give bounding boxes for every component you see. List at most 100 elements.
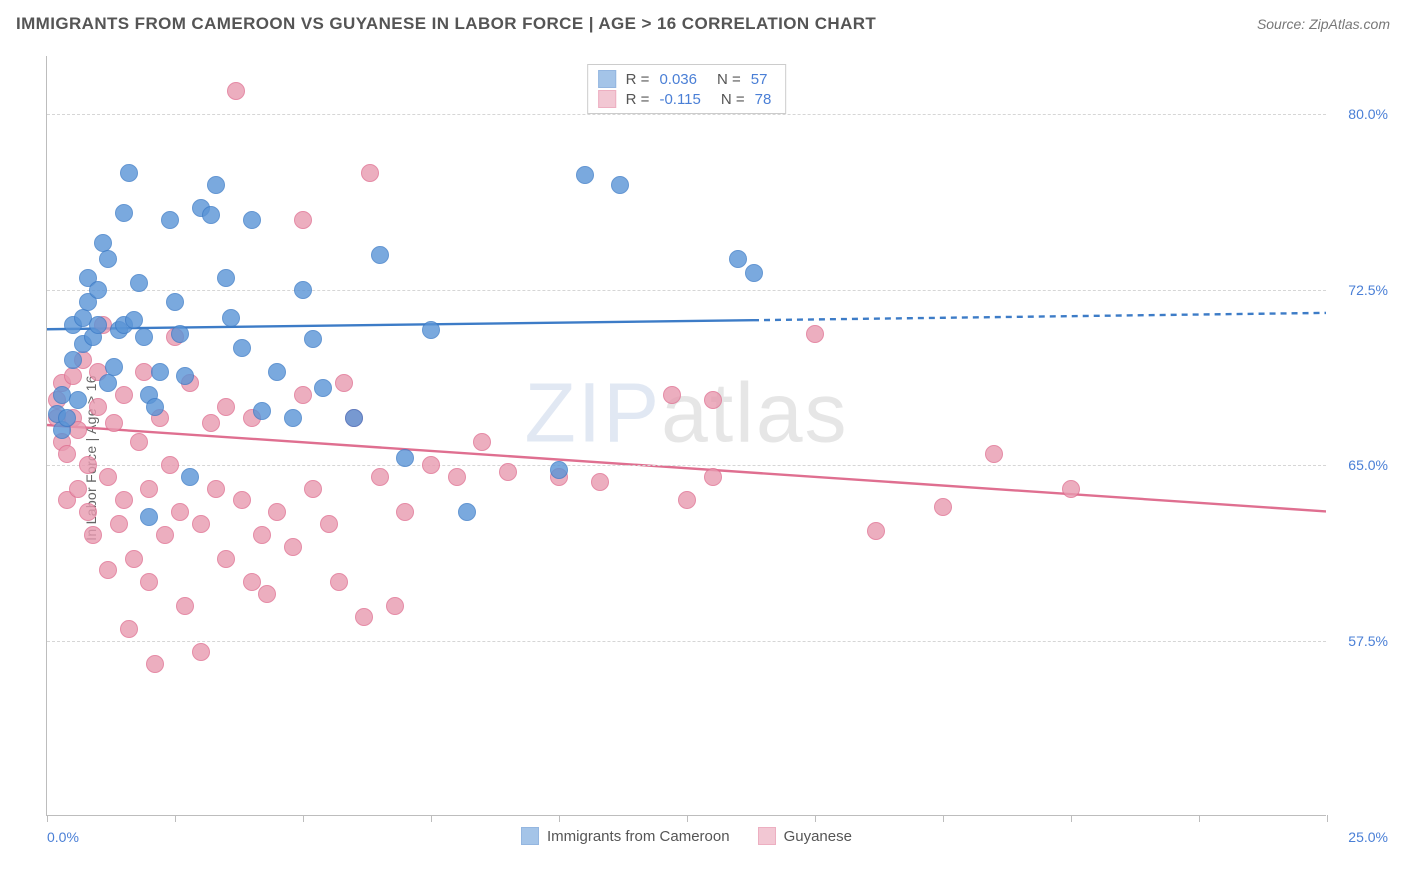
ytick-label: 80.0% (1332, 106, 1388, 122)
scatter-point (591, 473, 609, 491)
scatter-point (151, 363, 169, 381)
ytick-label: 65.0% (1332, 457, 1388, 473)
scatter-point (222, 309, 240, 327)
scatter-point (207, 176, 225, 194)
scatter-point (284, 409, 302, 427)
scatter-point (64, 351, 82, 369)
scatter-point (217, 550, 235, 568)
scatter-point (386, 597, 404, 615)
header: IMMIGRANTS FROM CAMEROON VS GUYANESE IN … (0, 0, 1406, 48)
scatter-point (361, 164, 379, 182)
xtick (943, 815, 944, 822)
scatter-point (69, 391, 87, 409)
scatter-point (94, 234, 112, 252)
stats-n-value: 78 (755, 91, 772, 108)
scatter-point (985, 445, 1003, 463)
scatter-point (120, 164, 138, 182)
xtick (303, 815, 304, 822)
plot-area: ZIPatlas R = 0.036N = 57R = -0.115N = 78… (46, 56, 1326, 816)
scatter-point (140, 508, 158, 526)
xtick (815, 815, 816, 822)
xtick (1327, 815, 1328, 822)
scatter-point (207, 480, 225, 498)
scatter-point (233, 339, 251, 357)
scatter-point (99, 468, 117, 486)
scatter-point (314, 379, 332, 397)
scatter-point (79, 456, 97, 474)
xtick-label: 25.0% (1348, 829, 1388, 845)
scatter-point (202, 206, 220, 224)
scatter-point (330, 573, 348, 591)
scatter-point (99, 374, 117, 392)
legend-label: Guyanese (784, 828, 852, 845)
scatter-point (110, 515, 128, 533)
legend-swatch (598, 70, 616, 88)
scatter-point (729, 250, 747, 268)
scatter-point (84, 526, 102, 544)
xtick (1199, 815, 1200, 822)
source-label: Source: ZipAtlas.com (1257, 16, 1390, 32)
ytick-label: 72.5% (1332, 282, 1388, 298)
scatter-point (284, 538, 302, 556)
scatter-point (704, 468, 722, 486)
scatter-point (217, 269, 235, 287)
scatter-point (130, 433, 148, 451)
scatter-point (89, 281, 107, 299)
scatter-point (258, 585, 276, 603)
watermark: ZIPatlas (524, 364, 848, 461)
scatter-point (371, 246, 389, 264)
scatter-point (304, 480, 322, 498)
gridline (47, 114, 1326, 115)
scatter-point (202, 414, 220, 432)
scatter-point (704, 391, 722, 409)
scatter-point (89, 398, 107, 416)
scatter-point (253, 402, 271, 420)
legend-item: Immigrants from Cameroon (521, 827, 730, 845)
xtick (559, 815, 560, 822)
scatter-point (176, 597, 194, 615)
scatter-point (140, 480, 158, 498)
scatter-point (58, 409, 76, 427)
scatter-point (458, 503, 476, 521)
scatter-point (115, 204, 133, 222)
regression-lines (47, 56, 1326, 815)
scatter-point (1062, 480, 1080, 498)
scatter-point (156, 526, 174, 544)
scatter-point (550, 461, 568, 479)
scatter-point (192, 643, 210, 661)
scatter-point (268, 503, 286, 521)
ytick-label: 57.5% (1332, 633, 1388, 649)
scatter-point (105, 358, 123, 376)
xtick (1071, 815, 1072, 822)
chart-container: In Labor Force | Age > 16 ZIPatlas R = 0… (0, 48, 1406, 868)
stats-row: R = -0.115N = 78 (598, 89, 772, 109)
xtick (431, 815, 432, 822)
scatter-point (79, 503, 97, 521)
chart-title: IMMIGRANTS FROM CAMEROON VS GUYANESE IN … (16, 14, 876, 34)
xtick (687, 815, 688, 822)
watermark-part2: atlas (661, 365, 848, 459)
scatter-point (422, 456, 440, 474)
scatter-point (69, 480, 87, 498)
scatter-point (934, 498, 952, 516)
scatter-point (294, 386, 312, 404)
gridline (47, 465, 1326, 466)
scatter-point (422, 321, 440, 339)
scatter-point (115, 386, 133, 404)
scatter-point (171, 503, 189, 521)
scatter-point (448, 468, 466, 486)
scatter-point (217, 398, 235, 416)
scatter-point (120, 620, 138, 638)
scatter-point (611, 176, 629, 194)
stats-r-value: 0.036 (659, 71, 697, 88)
scatter-point (294, 281, 312, 299)
watermark-part1: ZIP (524, 365, 661, 459)
scatter-point (135, 328, 153, 346)
scatter-point (745, 264, 763, 282)
scatter-point (181, 468, 199, 486)
legend-label: Immigrants from Cameroon (547, 828, 730, 845)
scatter-point (99, 561, 117, 579)
scatter-point (99, 250, 117, 268)
gridline (47, 290, 1326, 291)
scatter-point (125, 550, 143, 568)
